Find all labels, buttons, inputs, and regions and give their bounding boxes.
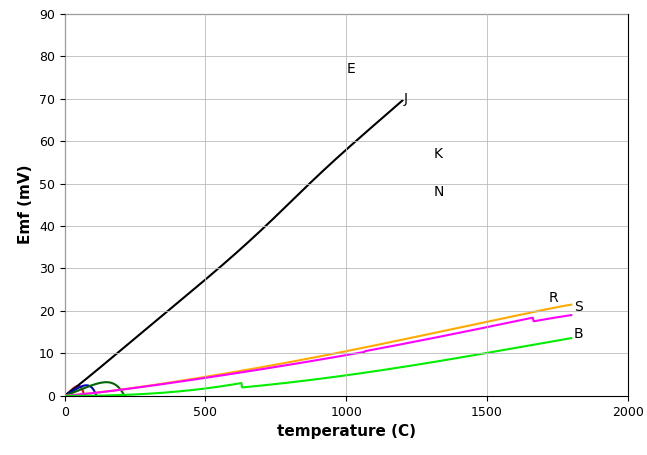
Text: B: B (574, 327, 584, 341)
X-axis label: temperature (C): temperature (C) (277, 424, 415, 439)
Text: J: J (404, 91, 408, 106)
Text: E: E (347, 62, 355, 76)
Text: K: K (433, 147, 443, 161)
Text: R: R (549, 291, 558, 305)
Text: S: S (574, 300, 583, 313)
Text: N: N (433, 185, 444, 199)
Y-axis label: Emf (mV): Emf (mV) (18, 165, 34, 244)
